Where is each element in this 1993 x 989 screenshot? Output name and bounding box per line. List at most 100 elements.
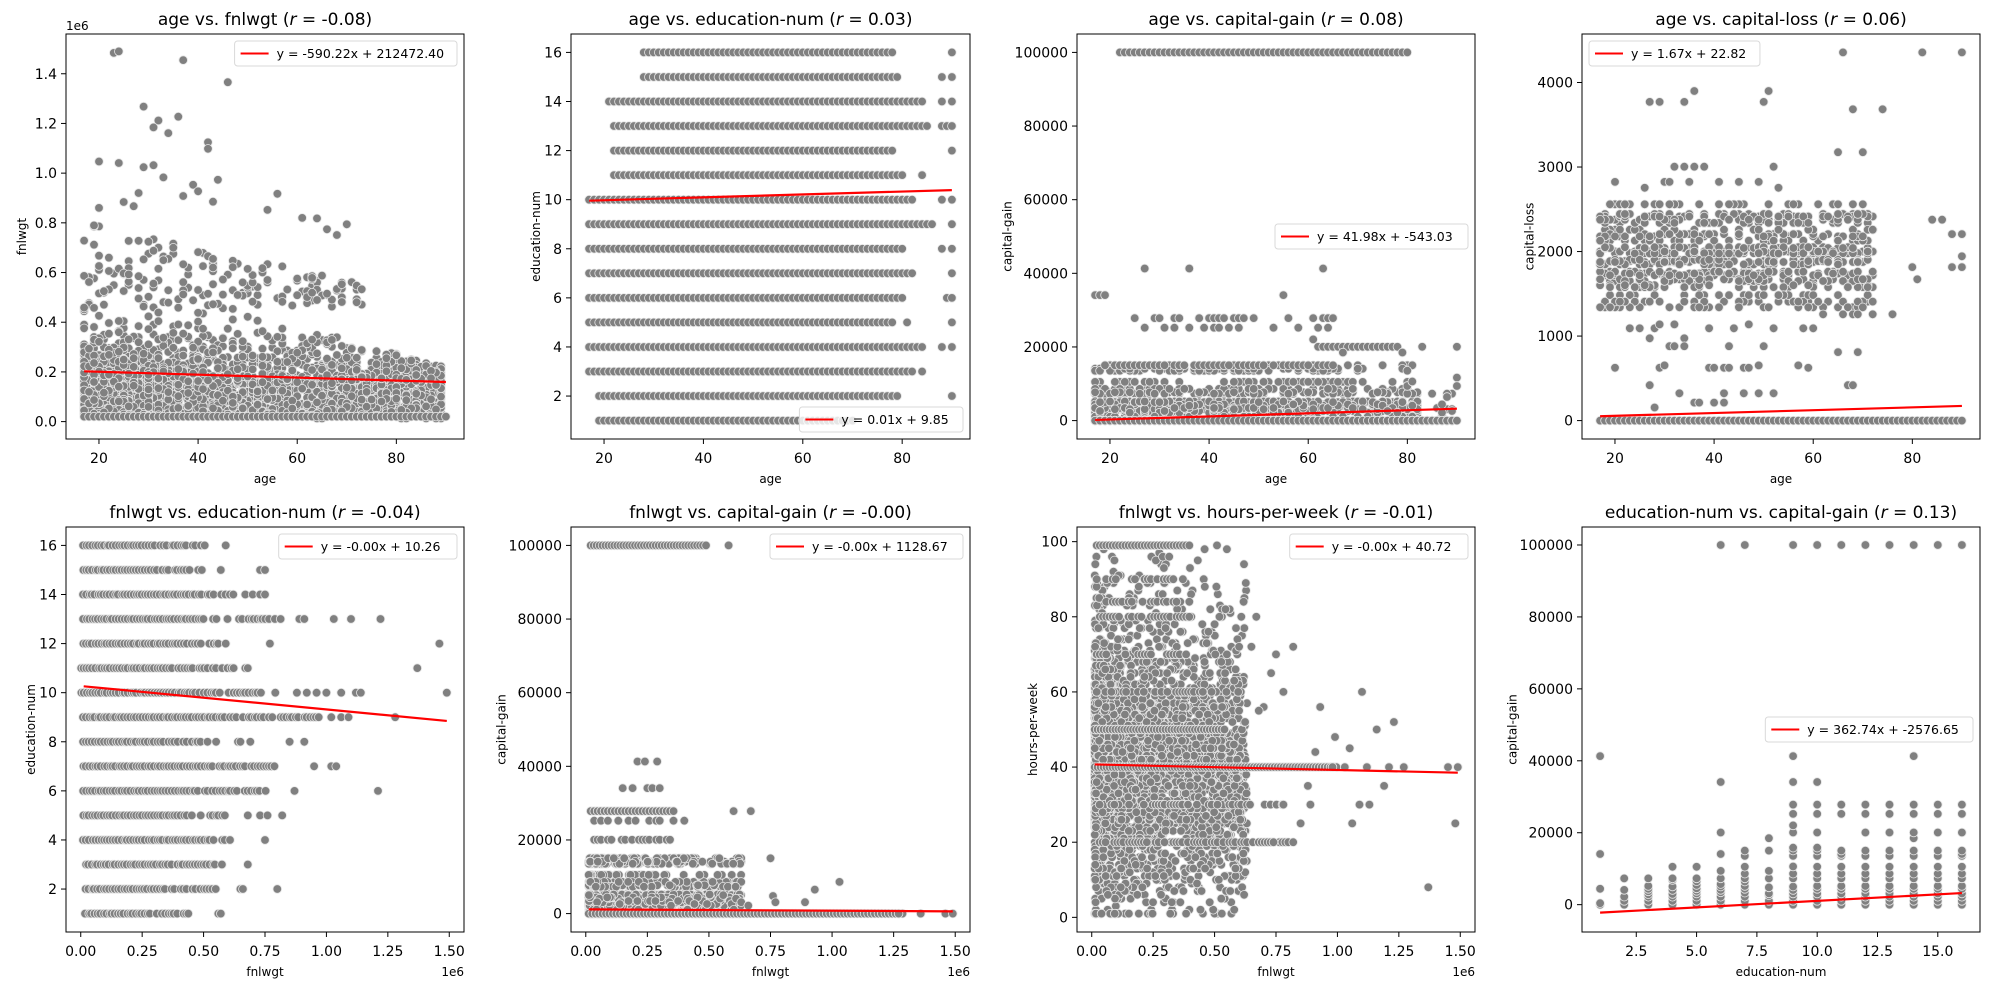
scatter-point bbox=[183, 388, 193, 398]
scatter-point bbox=[138, 349, 149, 359]
scatter-point bbox=[138, 162, 149, 172]
scatter-point bbox=[193, 186, 203, 197]
scatter-point bbox=[312, 348, 322, 359]
scatter-point bbox=[153, 373, 164, 384]
scatter-point bbox=[153, 383, 164, 393]
scatter-point bbox=[937, 342, 947, 352]
scatter-point bbox=[1144, 377, 1155, 387]
scatter-point bbox=[947, 47, 957, 58]
scatter-point bbox=[163, 285, 174, 296]
scatter-point bbox=[94, 261, 104, 271]
scatter-point bbox=[317, 270, 327, 281]
scatter-point bbox=[381, 366, 392, 377]
scatter-point bbox=[1229, 377, 1239, 387]
scatter-point bbox=[406, 355, 416, 366]
scatter-point bbox=[168, 328, 179, 338]
scatter-point bbox=[188, 295, 198, 306]
scatter-point bbox=[247, 379, 258, 390]
scatter-point bbox=[947, 145, 957, 156]
scatter-point bbox=[208, 279, 218, 290]
scatter-point bbox=[133, 271, 144, 281]
scatter-points bbox=[584, 47, 957, 426]
scatter-point bbox=[947, 96, 957, 107]
scatter-point bbox=[104, 266, 114, 276]
scatter-point bbox=[937, 72, 947, 82]
y-tick-label: 0.0 bbox=[35, 415, 57, 431]
scatter-point bbox=[272, 357, 283, 367]
scatter-point bbox=[947, 72, 957, 82]
y-tick-label: 1.0 bbox=[35, 166, 57, 182]
scatter-point bbox=[218, 289, 228, 300]
scatter-point bbox=[917, 342, 927, 352]
scatter-point bbox=[322, 289, 332, 299]
legend: y = -590.22x + 212472.40 bbox=[234, 40, 458, 67]
scatter-point bbox=[307, 380, 317, 390]
scatter-point bbox=[89, 303, 99, 313]
scatter-point bbox=[173, 319, 184, 330]
scatter-point bbox=[907, 268, 917, 279]
scatter-point bbox=[104, 350, 114, 360]
scatter-point bbox=[94, 337, 104, 347]
scatter-point bbox=[1437, 399, 1447, 410]
scatter-point bbox=[114, 347, 124, 357]
scatter-point bbox=[143, 311, 154, 322]
y-tick-label: 0.4 bbox=[35, 315, 57, 331]
scatter-point bbox=[947, 194, 957, 205]
scatter-point bbox=[208, 347, 218, 358]
scatter-point bbox=[327, 360, 337, 370]
scatter-point bbox=[337, 297, 347, 307]
scatter-point bbox=[128, 201, 139, 211]
x-axis-label: age bbox=[759, 472, 781, 486]
scatter-point bbox=[228, 262, 238, 272]
scatter-point bbox=[79, 235, 89, 246]
scatter-point bbox=[123, 269, 134, 280]
scatter-point bbox=[143, 402, 154, 412]
scatter-point bbox=[247, 270, 258, 280]
scatter-point bbox=[917, 96, 927, 107]
axes-frame bbox=[65, 33, 465, 440]
scatter-point bbox=[193, 285, 203, 295]
scatter-point bbox=[1357, 377, 1368, 387]
scatter-point bbox=[198, 384, 208, 394]
scatter-point bbox=[897, 244, 907, 254]
scatter-point bbox=[897, 293, 907, 303]
scatter-point bbox=[148, 122, 159, 133]
x-tick-label: 80 bbox=[893, 451, 911, 467]
scatter-point bbox=[257, 263, 268, 273]
scatter-point bbox=[89, 239, 99, 250]
scatter-point bbox=[361, 402, 372, 412]
scatter-point bbox=[228, 314, 238, 325]
y-tick-label: 10 bbox=[544, 193, 562, 209]
scatter-point bbox=[947, 342, 957, 352]
scatter-point bbox=[357, 345, 367, 355]
scatter-point bbox=[391, 350, 402, 361]
scatter-point bbox=[178, 289, 188, 300]
subplot-title: age vs. fnlwgt (r = -0.08) bbox=[158, 10, 372, 30]
scatter-point bbox=[302, 399, 312, 410]
scatter-point bbox=[347, 344, 357, 354]
scatter-point bbox=[208, 403, 218, 414]
scatter-point bbox=[922, 121, 932, 131]
scatter-point bbox=[232, 364, 243, 374]
scatter-point bbox=[322, 354, 332, 364]
scatter-point bbox=[128, 353, 139, 363]
y-tick-label: 0.6 bbox=[35, 266, 57, 282]
scatter-point bbox=[153, 316, 164, 326]
scatter-point bbox=[218, 396, 228, 406]
scatter-point bbox=[391, 394, 402, 404]
scatter-point bbox=[947, 121, 957, 131]
scatter-point bbox=[352, 365, 362, 375]
scatter-point bbox=[342, 383, 352, 393]
scatter-point bbox=[84, 277, 94, 287]
scatter-point bbox=[114, 382, 124, 392]
scatter-point bbox=[307, 334, 317, 345]
scatter-point bbox=[937, 96, 947, 107]
y-tick-label: 6 bbox=[553, 291, 562, 307]
scatter-point bbox=[277, 323, 288, 334]
scatter-point bbox=[1164, 384, 1175, 394]
scatter-point bbox=[94, 156, 104, 167]
scatter-point bbox=[947, 293, 957, 303]
scatter-point bbox=[897, 170, 907, 180]
scatter-point bbox=[198, 261, 208, 271]
scatter-point bbox=[168, 242, 179, 253]
